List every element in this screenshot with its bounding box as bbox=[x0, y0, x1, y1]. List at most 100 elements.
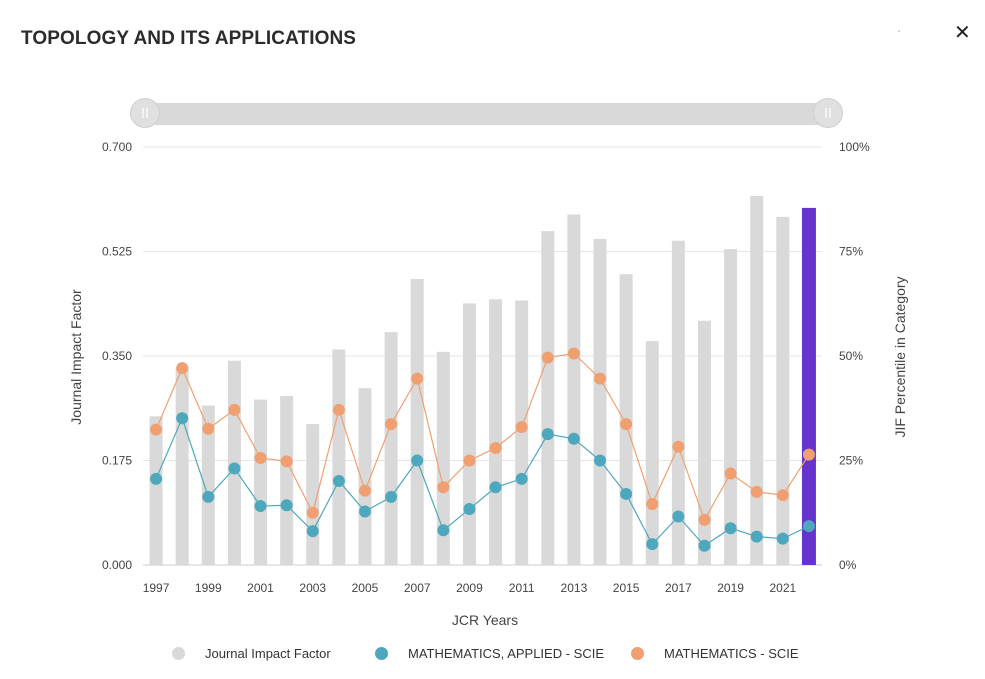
math-point bbox=[489, 441, 502, 454]
x-tick-label: 2015 bbox=[613, 581, 640, 595]
x-tick-label: 1997 bbox=[143, 581, 170, 595]
legend-swatch-math bbox=[631, 646, 644, 660]
math-point bbox=[750, 485, 763, 498]
math-point bbox=[176, 362, 189, 375]
math-applied-point bbox=[385, 490, 398, 503]
math-point bbox=[594, 372, 607, 385]
math-applied-point bbox=[620, 487, 633, 500]
math-applied-point bbox=[750, 530, 763, 543]
y-tick-label: 0.700 bbox=[102, 140, 132, 154]
y2-tick-label: 25% bbox=[839, 454, 863, 468]
math-point bbox=[776, 489, 789, 502]
x-tick-label: 2021 bbox=[769, 581, 796, 595]
jif-bar bbox=[227, 360, 241, 565]
jif-bar bbox=[175, 367, 189, 565]
legend-swatch-jif bbox=[172, 646, 185, 660]
jif-bar bbox=[750, 195, 764, 566]
math-point bbox=[358, 484, 371, 497]
math-applied-point bbox=[567, 432, 580, 445]
math-applied-point bbox=[358, 505, 371, 518]
math-point bbox=[698, 513, 711, 526]
math-applied-point bbox=[463, 502, 476, 515]
jif-bar bbox=[462, 303, 476, 565]
x-tick-label: 2017 bbox=[665, 581, 692, 595]
jif-bar bbox=[306, 424, 320, 565]
x-tick-label: 2019 bbox=[717, 581, 744, 595]
x-tick-label: 2005 bbox=[352, 581, 379, 595]
jif-bar bbox=[567, 214, 581, 565]
x-tick-label: 2011 bbox=[509, 581, 535, 595]
math-applied-point bbox=[672, 510, 685, 523]
math-line bbox=[155, 352, 810, 522]
math-applied-point bbox=[202, 490, 215, 503]
x-tick-label: 2013 bbox=[561, 581, 588, 595]
math-applied-point bbox=[150, 472, 163, 485]
x-tick-label: 2003 bbox=[299, 581, 326, 595]
x-tick-label: 2001 bbox=[247, 581, 274, 595]
legend-item-jif[interactable]: Journal Impact Factor bbox=[172, 643, 331, 663]
jif-bar bbox=[593, 238, 607, 565]
jif-bar bbox=[280, 396, 294, 565]
jif-bar bbox=[254, 399, 268, 565]
decorative-dot bbox=[898, 30, 900, 32]
jif-bar bbox=[384, 332, 398, 565]
jif-bar bbox=[724, 249, 738, 565]
math-applied-point bbox=[646, 538, 659, 551]
y-tick-label: 0.000 bbox=[102, 558, 132, 572]
math-applied-point bbox=[776, 532, 789, 545]
jif-bar bbox=[697, 320, 711, 565]
jif-bar bbox=[776, 216, 790, 565]
jif-bar bbox=[201, 405, 215, 565]
y2-axis-title: JIF Percentile in Category bbox=[892, 276, 908, 437]
year-range-start-handle[interactable] bbox=[130, 98, 160, 128]
year-range-slider-track[interactable] bbox=[130, 103, 842, 125]
math-applied-point bbox=[332, 474, 345, 487]
math-point bbox=[620, 418, 633, 431]
math-point bbox=[150, 423, 163, 436]
year-range-end-handle[interactable] bbox=[813, 98, 843, 128]
page-title: TOPOLOGY AND ITS APPLICATIONS bbox=[21, 28, 357, 49]
math-applied-point bbox=[254, 500, 267, 513]
math-applied-point bbox=[176, 412, 189, 425]
legend-item-math-applied[interactable]: MATHEMATICS, APPLIED - SCIE bbox=[375, 643, 604, 663]
y2-tick-label: 50% bbox=[839, 349, 863, 363]
jif-bar bbox=[541, 231, 555, 565]
y2-tick-label: 75% bbox=[839, 245, 863, 259]
jif-bar bbox=[358, 388, 372, 565]
math-applied-point bbox=[306, 525, 319, 538]
math-point bbox=[254, 451, 267, 464]
y-axis-title: Journal Impact Factor bbox=[68, 289, 84, 425]
math-applied-point bbox=[802, 520, 815, 533]
x-axis-title: JCR Years bbox=[452, 612, 518, 628]
math-applied-point bbox=[280, 499, 293, 512]
legend-label-jif: Journal Impact Factor bbox=[205, 645, 331, 661]
math-applied-point bbox=[437, 524, 450, 537]
math-applied-point bbox=[724, 522, 737, 535]
math-point bbox=[541, 351, 554, 364]
jif-bar bbox=[801, 207, 816, 565]
math-point bbox=[202, 422, 215, 435]
x-tick-label: 1999 bbox=[195, 581, 222, 595]
y-tick-label: 0.525 bbox=[102, 245, 132, 259]
jif-bar bbox=[515, 300, 529, 565]
math-point bbox=[463, 454, 476, 467]
legend-label-math-applied: MATHEMATICS, APPLIED - SCIE bbox=[408, 645, 604, 661]
jif-bar bbox=[489, 299, 503, 565]
math-point bbox=[332, 403, 345, 416]
math-applied-point bbox=[541, 428, 554, 441]
jif-bar bbox=[332, 349, 346, 565]
math-point bbox=[672, 440, 685, 453]
x-tick-label: 2007 bbox=[404, 581, 431, 595]
math-applied-point bbox=[228, 462, 241, 475]
jif-bar bbox=[645, 341, 659, 565]
jif-bar bbox=[410, 278, 424, 565]
y2-tick-label: 100% bbox=[839, 140, 870, 154]
math-point bbox=[228, 403, 241, 416]
math-point bbox=[280, 455, 293, 468]
jif-bar bbox=[436, 351, 450, 565]
close-icon[interactable]: ✕ bbox=[954, 22, 971, 44]
legend-item-math[interactable]: MATHEMATICS - SCIE bbox=[631, 643, 799, 663]
math-applied-point bbox=[594, 454, 607, 467]
jif-bar bbox=[671, 240, 685, 565]
math-point bbox=[437, 481, 450, 494]
